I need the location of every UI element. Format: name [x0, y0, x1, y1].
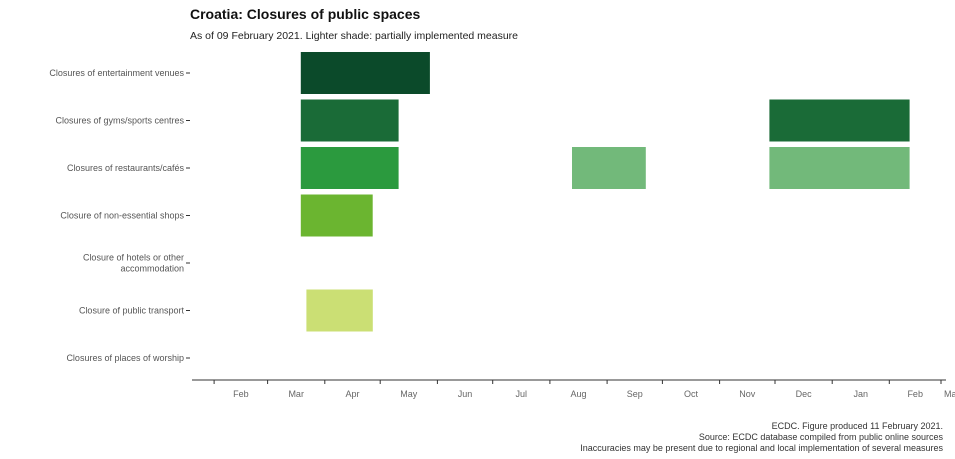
- y-tick-label-0: Closures of entertainment venues: [49, 68, 184, 78]
- caption-line-disclaimer: Inaccuracies may be present due to regio…: [580, 443, 943, 453]
- y-tick-label-3: Closure of non-essential shops: [60, 211, 184, 221]
- x-tick-label-8: Oct: [684, 389, 699, 399]
- caption-line-produced: ECDC. Figure produced 11 February 2021.: [771, 421, 943, 431]
- x-tick-label-0: Feb: [233, 389, 249, 399]
- caption-line-source: Source: ECDC database compiled from publ…: [698, 432, 943, 442]
- x-tick-label-7: Sep: [627, 389, 643, 399]
- x-tick-label-12: Feb: [907, 389, 923, 399]
- x-tick-label-13: Ma: [944, 389, 955, 399]
- y-tick-label-4-1: accommodation: [120, 264, 184, 274]
- bar-segment-4: [572, 147, 646, 189]
- bar-segment-0: [300, 52, 430, 94]
- bar-segment-1: [300, 99, 399, 142]
- y-tick-label-5: Closure of public transport: [79, 306, 185, 316]
- x-tick-label-10: Dec: [796, 389, 813, 399]
- y-tick-label-1: Closures of gyms/sports centres: [55, 116, 184, 126]
- y-tick-label-4-0: Closure of hotels or other: [83, 253, 184, 263]
- x-tick-label-2: Apr: [345, 389, 359, 399]
- y-tick-label-6: Closures of places of worship: [66, 353, 184, 363]
- x-tick-label-9: Nov: [739, 389, 756, 399]
- x-tick-label-5: Jul: [516, 389, 528, 399]
- x-tick-label-6: Aug: [570, 389, 586, 399]
- x-tick-label-3: May: [400, 389, 418, 399]
- bar-segment-2: [769, 99, 910, 142]
- x-axis: Feb Mar Apr May Jun Jul Aug Sep Oct Nov Dec Jan Feb M…: [192, 379, 955, 399]
- x-tick-label-1: Mar: [288, 389, 304, 399]
- bars-layer: [300, 52, 910, 332]
- chart-caption: ECDC. Figure produced 11 February 2021. …: [580, 421, 943, 454]
- bar-segment-7: [306, 289, 373, 332]
- y-tick-label-2: Closures of restaurants/cafés: [67, 163, 185, 173]
- bar-segment-6: [300, 194, 373, 237]
- bar-segment-3: [300, 147, 399, 189]
- x-tick-label-11: Jan: [854, 389, 869, 399]
- y-axis: Closures of entertainment venues Closures…: [49, 68, 190, 363]
- chart-title: Croatia: Closures of public spaces: [190, 6, 421, 22]
- chart-subtitle: As of 09 February 2021. Lighter shade: p…: [190, 30, 519, 42]
- bar-segment-5: [769, 147, 910, 189]
- x-tick-label-4: Jun: [458, 389, 473, 399]
